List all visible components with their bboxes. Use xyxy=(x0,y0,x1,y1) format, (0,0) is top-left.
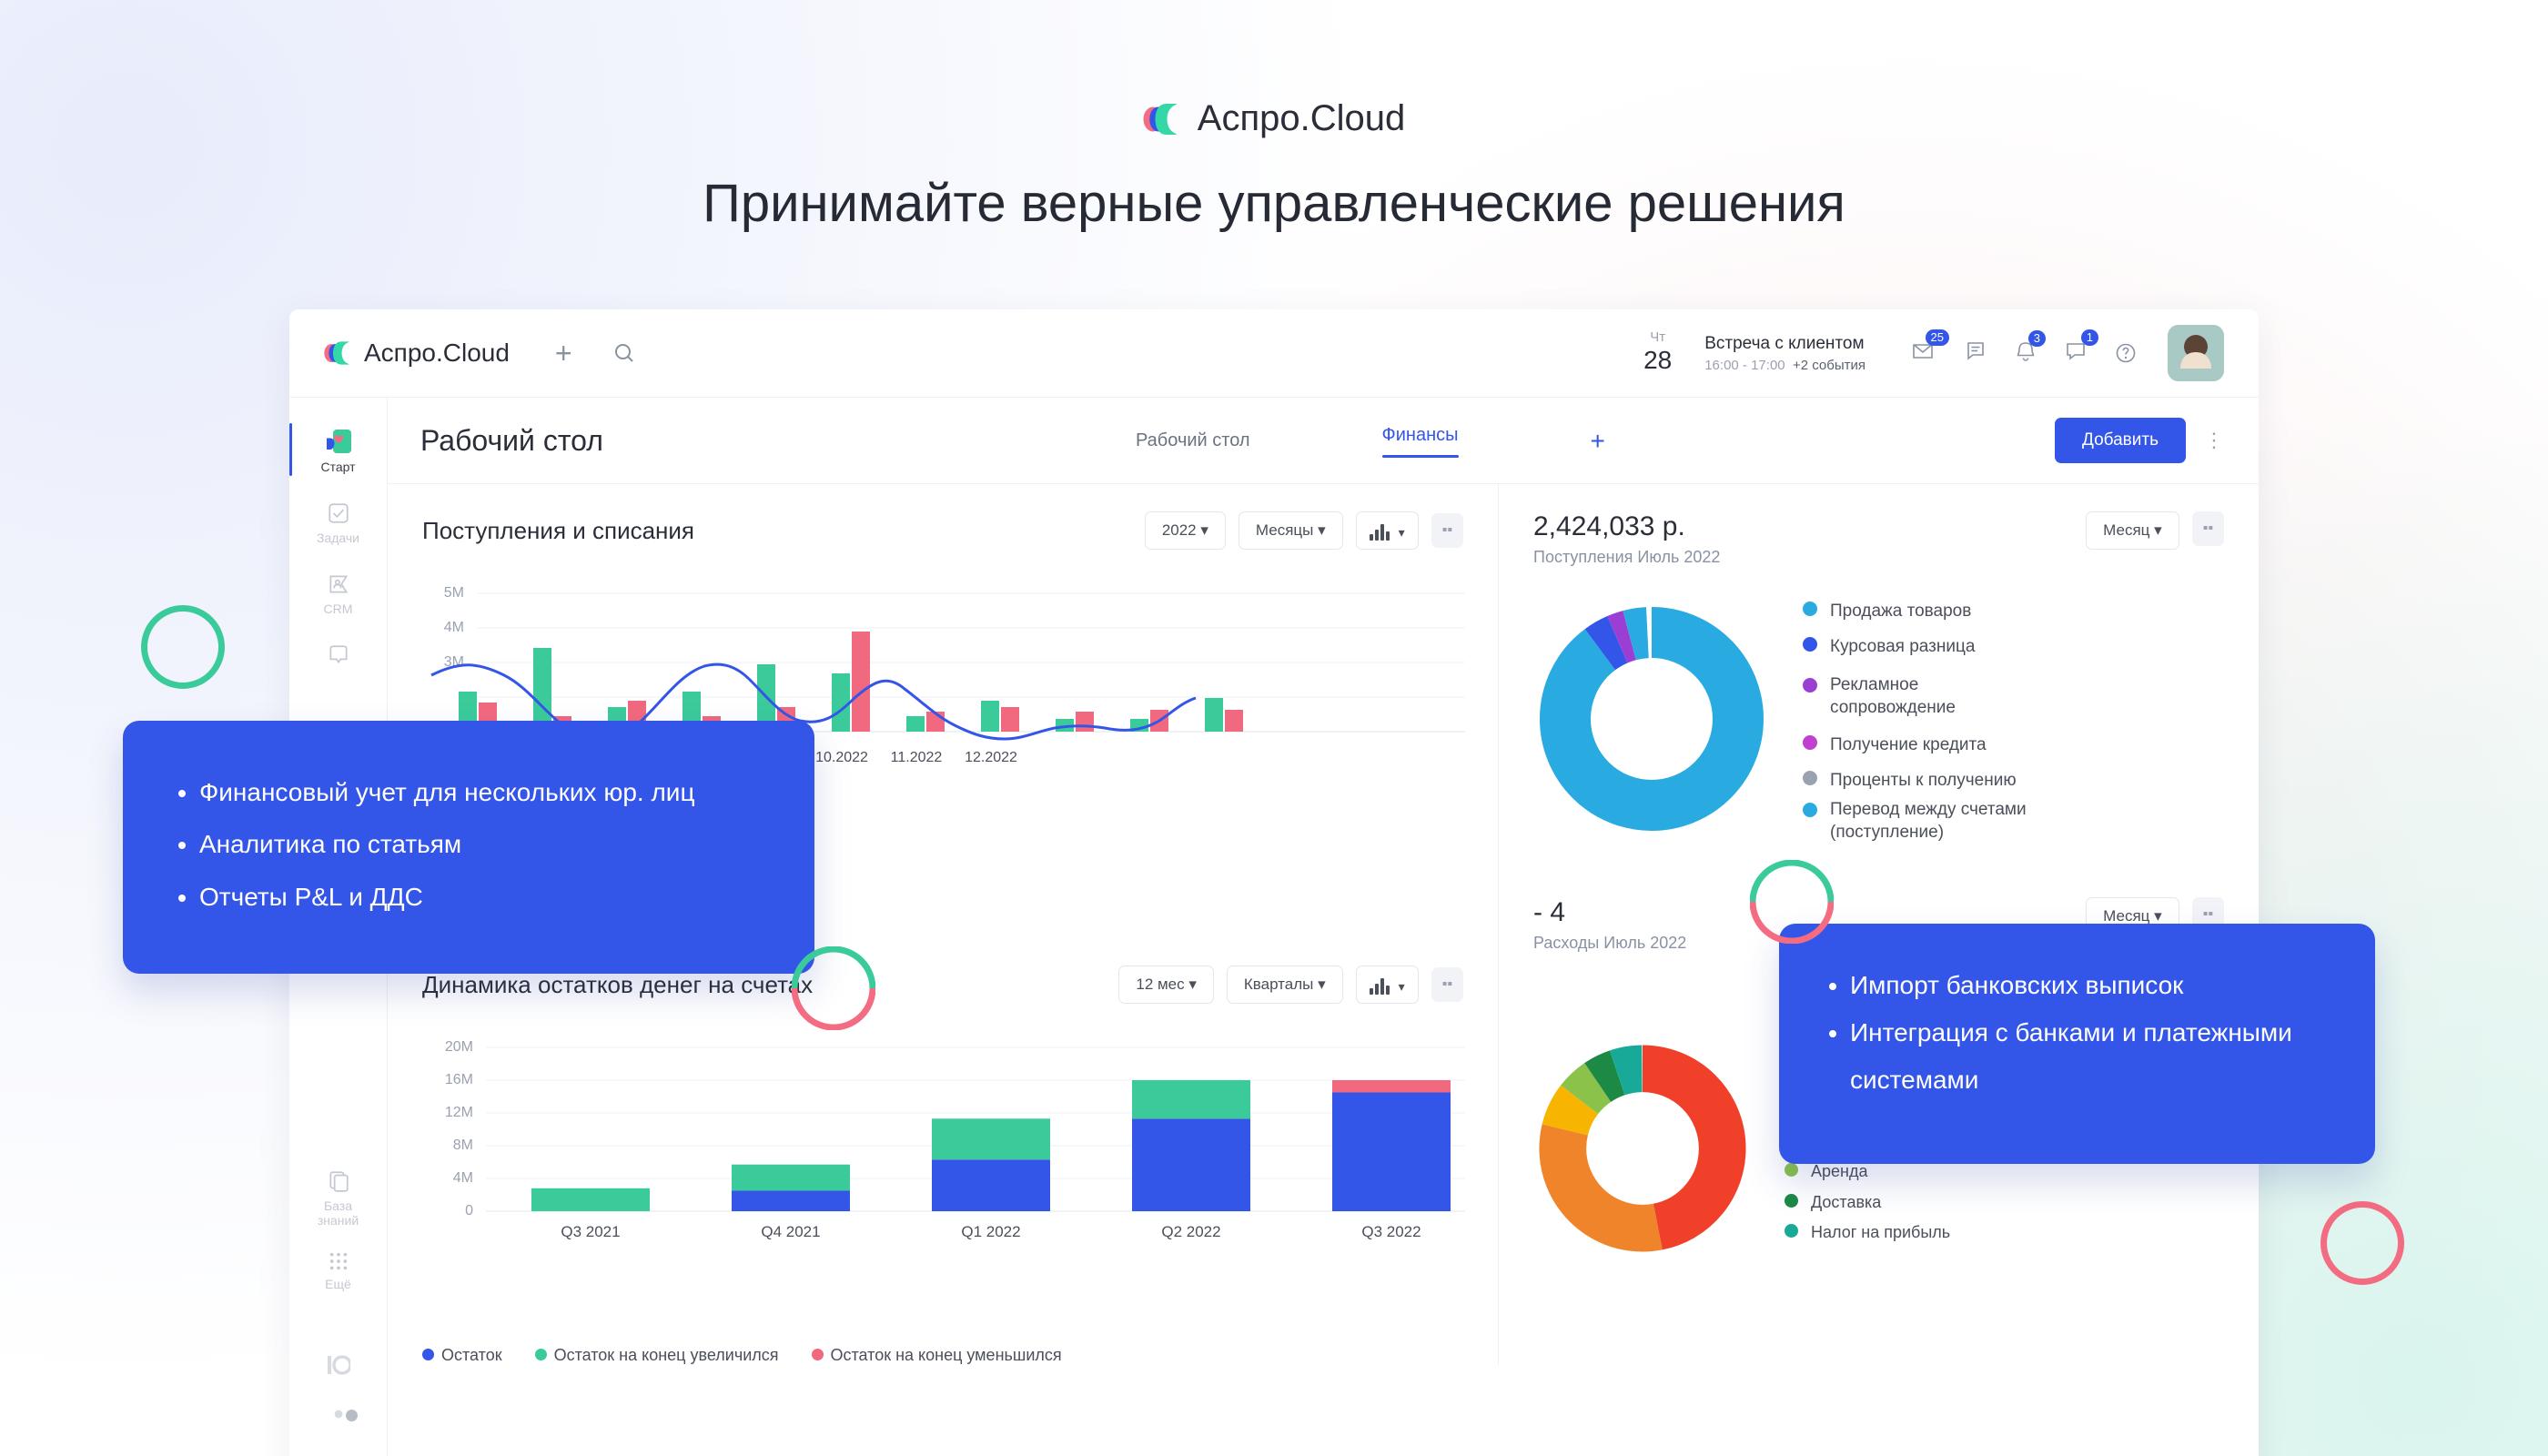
svg-text:Q2 2022: Q2 2022 xyxy=(1161,1223,1220,1240)
svg-text:Q1 2022: Q1 2022 xyxy=(961,1223,1020,1240)
svg-text:Q4 2021: Q4 2021 xyxy=(761,1223,820,1240)
svg-text:0: 0 xyxy=(465,1203,473,1218)
svg-text:12.2022: 12.2022 xyxy=(965,750,1017,765)
svg-text:Q3 2022: Q3 2022 xyxy=(1361,1223,1421,1240)
svg-text:20М: 20М xyxy=(445,1039,473,1055)
svg-text:12М: 12М xyxy=(445,1105,473,1120)
svg-text:16М: 16М xyxy=(445,1072,473,1087)
svg-text:8М: 8М xyxy=(453,1138,473,1153)
svg-text:Q3 2021: Q3 2021 xyxy=(561,1223,620,1240)
svg-text:5М: 5М xyxy=(444,585,464,601)
svg-text:4М: 4М xyxy=(444,620,464,635)
svg-text:11.2022: 11.2022 xyxy=(891,750,943,765)
svg-text:10.2022: 10.2022 xyxy=(815,750,868,765)
svg-text:4М: 4М xyxy=(453,1170,473,1186)
